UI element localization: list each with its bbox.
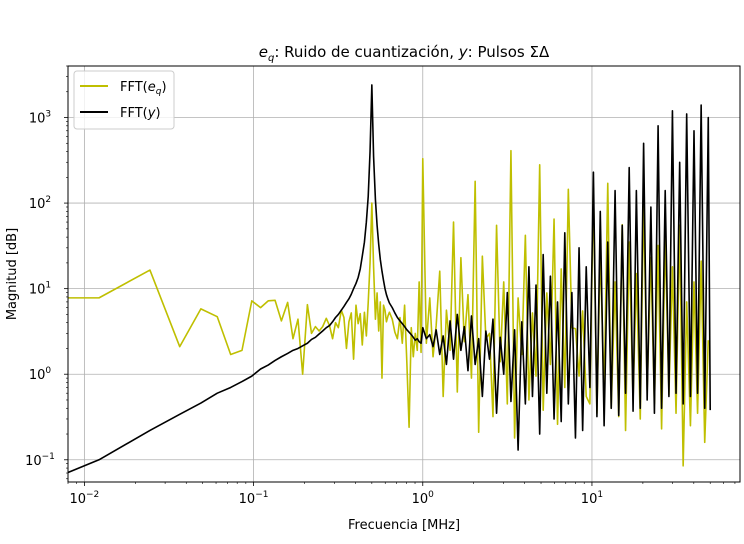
y-tick-label: 103 [29, 110, 51, 127]
y-tick-label: 102 [29, 195, 51, 212]
x-tick-label: 100 [412, 490, 435, 507]
x-tick-label: 10−1 [239, 490, 269, 507]
y-tick-label: 10−1 [25, 452, 55, 469]
x-tick-label: 10−2 [69, 490, 99, 507]
legend-label-y: FFT(y) [120, 106, 161, 121]
legend: FFT(eq) FFT(y) [73, 70, 175, 130]
x-axis-label: Frecuencia [MHz] [348, 518, 460, 533]
plot-frame [67, 65, 741, 483]
series-fft-y [68, 84, 712, 474]
y-tick-label: 101 [29, 281, 51, 298]
y-axis-label: Magnitud [dB] [5, 228, 20, 320]
chart-title: eq: Ruido de cuantización, y: Pulsos ΣΔ [259, 43, 550, 64]
y-tick-label: 100 [29, 366, 52, 383]
y-axis-ticks: 10−1 100 101 102 103 [25, 65, 68, 480]
x-tick-label: 101 [581, 490, 603, 507]
x-axis-ticks: 10−2 10−1 100 101 [67, 482, 736, 507]
series-layer [68, 84, 712, 474]
legend-label-eq: FFT(eq) [120, 80, 167, 97]
